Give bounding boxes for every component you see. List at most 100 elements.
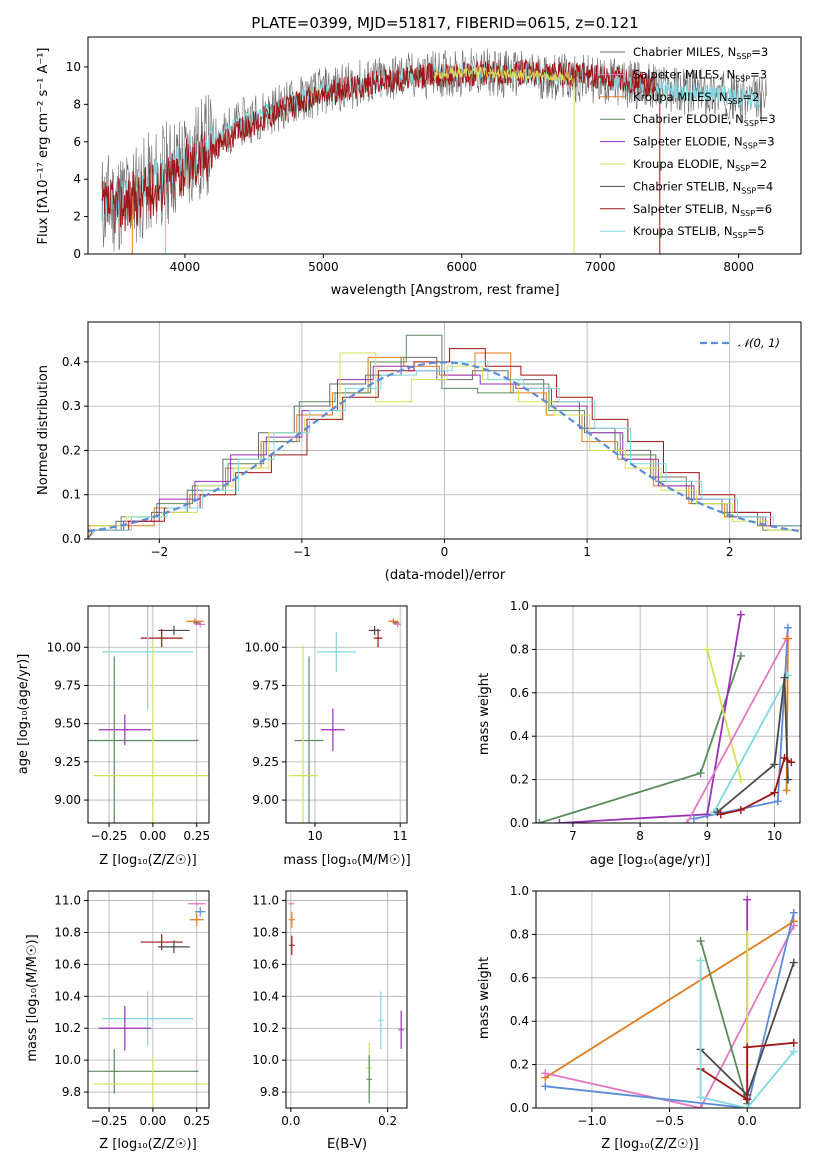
mw-marker-salp_elodie [743, 895, 752, 904]
legend-label: Salpeter STELIB, NSSP=6 [633, 202, 772, 218]
y-tick-label: 9.75 [252, 678, 279, 692]
hist-chabrier-miles [88, 356, 794, 539]
hist-kroupa-stelib [88, 361, 801, 539]
mw-line-krou_stelib [713, 674, 789, 813]
y-tick-label: 9.00 [252, 793, 279, 807]
residual-xlabel: (data-model)/error [385, 568, 506, 583]
mw-marker-salp_stelib [716, 810, 725, 819]
y-tick-label: 9.8 [62, 1085, 81, 1099]
mw-marker-salp_miles [696, 1104, 705, 1108]
y-tick-label: 0.0 [510, 816, 529, 830]
spectrum-legend: Chabrier MILES, NSSP=3 Salpeter MILES, NS… [600, 45, 776, 240]
plot-area [536, 610, 796, 823]
y-tick-label: 10.0 [54, 1053, 81, 1067]
mw-marker-salp_stelib [770, 788, 779, 797]
series-chabrier-miles [101, 48, 767, 252]
y-tick-label: 0.8 [510, 927, 529, 941]
axes-frame [535, 890, 801, 1109]
residual-ylabel: Normed distribution [36, 365, 51, 495]
mw-marker-krou_stelib [743, 1104, 752, 1108]
mw-marker-chab_stelib [783, 775, 792, 784]
mw-line-salp_miles [686, 638, 788, 823]
figure-title: PLATE=0399, MJD=51817, FIBERID=0615, z=0… [251, 14, 638, 32]
mw-marker-chab_stelib [789, 958, 798, 967]
y-tick-label: 1.0 [510, 884, 529, 898]
mw-age-xlabel: age [log₁₀(age/yr)] [590, 853, 711, 868]
series-kroupa-elodie [433, 66, 573, 84]
mw-marker-salp_stelib [780, 753, 789, 762]
legend-label: Kroupa STELIB, NSSP=5 [633, 224, 764, 240]
spectrum-xlabel: wavelength [Angstrom, rest frame] [331, 283, 560, 298]
y-tick-label: 9.00 [54, 793, 81, 807]
x-tick-label: −1 [293, 545, 311, 559]
y-tick-label: 0.4 [510, 1014, 529, 1028]
mw-marker-krou_miles [782, 786, 791, 795]
mw-line-krou_stelib [699, 960, 795, 1108]
axes-frame [285, 890, 408, 1109]
mw-line-krou_elodie [706, 649, 742, 780]
y-tick-label: 0.3 [62, 399, 81, 413]
mw-z-panel: −1.0 −0.5 0.0 0.0 0.2 0.4 0.6 0.8 1.0 [510, 884, 801, 1128]
y-tick-label: 9.50 [252, 717, 279, 731]
y-tick-label: 10.0 [252, 1053, 279, 1067]
plot-area [541, 895, 798, 1108]
y-tick-label: 10.8 [252, 925, 279, 939]
x-tick-label: 0.2 [378, 1114, 397, 1128]
mw-line-salp_stelib [700, 1042, 794, 1101]
y-tick-label: 0 [73, 247, 81, 261]
x-tick-label: 10 [767, 829, 782, 843]
plot-area [288, 618, 402, 823]
y-tick-label: 10.6 [252, 957, 279, 971]
y-tick-label: 4 [73, 172, 81, 186]
y-tick-label: 11.0 [252, 894, 279, 908]
mw-line-chab_elodie [699, 940, 749, 1104]
residual-panel: −2 −1 0 1 2 0.0 0.1 0.2 0.3 0.4 𝒩(0, 1) [62, 321, 802, 559]
x-tick-label: 7 [569, 829, 577, 843]
mw-marker-salp_elodie [703, 810, 712, 819]
y-tick-label: 10.6 [54, 957, 81, 971]
y-tick-label: 0.1 [62, 488, 81, 502]
y-tick-label: 10.00 [245, 640, 279, 654]
mw-age-panel: 7 8 9 10 0.0 0.2 0.4 0.6 0.8 1.0 [510, 599, 801, 843]
legend-label: Kroupa ELODIE, NSSP=2 [633, 157, 767, 173]
mw-marker-blue [689, 814, 698, 823]
x-tick-label: −0.25 [91, 1114, 128, 1128]
plot-area [88, 334, 801, 539]
y-tick-label: 11.0 [54, 894, 81, 908]
x-tick-label: 10 [307, 829, 322, 843]
mw-marker-krou_elodie [736, 775, 745, 784]
spectrum-panel: 4000 5000 6000 7000 8000 0 2 4 6 8 10 Chabrier MILE… [66, 36, 802, 274]
mw-marker-blue [541, 1082, 550, 1091]
mw-marker-krou_elodie [703, 645, 712, 654]
mw-marker-krou_miles [783, 634, 792, 643]
x-tick-label: 6000 [447, 260, 478, 274]
age-mass-xlabel: mass [log₁₀(M/M☉)] [283, 853, 410, 868]
y-tick-label: 10.2 [54, 1021, 81, 1035]
mass-z-xlabel: Z [log₁₀(Z/Z☉)] [99, 1137, 196, 1152]
mw-line-krou_miles [544, 920, 795, 1079]
mw-age-ylabel: mass weight [477, 673, 492, 755]
mw-marker-blue [773, 797, 782, 806]
legend-label: Salpeter ELODIE, NSSP=3 [633, 135, 775, 151]
plot-area [101, 48, 767, 254]
y-tick-label: 0.8 [510, 642, 529, 656]
y-tick-label: 8 [73, 97, 81, 111]
x-tick-label: 1 [583, 545, 591, 559]
y-tick-label: 0.0 [510, 1101, 529, 1115]
mw-marker-salp_stelib [736, 805, 745, 814]
mass-z-ylabel: mass [log₁₀(M/M☉)] [25, 934, 40, 1061]
y-tick-label: 10.8 [54, 925, 81, 939]
mw-line-chab_stelib [716, 677, 789, 813]
mw-marker-salp_stelib [789, 1038, 798, 1047]
y-tick-label: 0.4 [510, 729, 529, 743]
y-tick-label: 0.6 [510, 971, 529, 985]
legend-label: Chabrier MILES, NSSP=3 [633, 45, 768, 61]
mw-line-blue [545, 912, 795, 1108]
legend-label: Kroupa MILES, NSSP=2 [633, 90, 759, 106]
y-tick-label: 1.0 [510, 599, 529, 613]
x-tick-label: 0.0 [738, 1114, 757, 1128]
y-tick-label: 2 [73, 210, 81, 224]
x-tick-label: 0.25 [183, 1114, 210, 1128]
y-tick-label: 0.6 [510, 686, 529, 700]
y-tick-label: 9.50 [54, 717, 81, 731]
